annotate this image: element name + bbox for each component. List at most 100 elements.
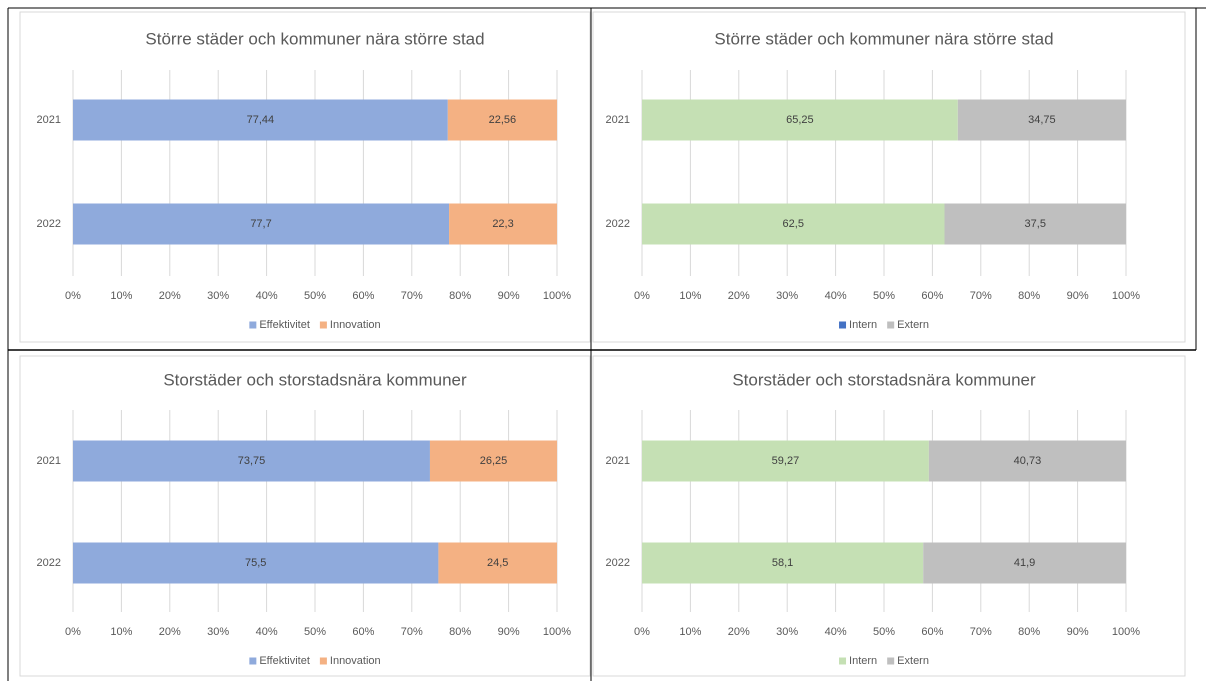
bar-segment xyxy=(944,203,1126,245)
x-tick-label: 70% xyxy=(970,290,992,302)
data-label: 24,5 xyxy=(487,557,508,569)
legend-label: Extern xyxy=(897,655,929,667)
y-tick-label: 2022 xyxy=(606,557,630,569)
chart-title: Större städer och kommuner nära större s… xyxy=(145,29,484,48)
data-label: 73,75 xyxy=(238,455,266,467)
data-label: 22,56 xyxy=(489,114,517,126)
data-label: 58,1 xyxy=(772,557,793,569)
bar-segment xyxy=(438,542,557,584)
chart-title: Storstäder och storstadsnära kommuner xyxy=(732,370,1036,389)
legend-swatch xyxy=(319,321,327,329)
legend-swatch xyxy=(887,657,895,665)
bar-segment xyxy=(73,99,448,141)
panel-border xyxy=(592,11,1186,343)
x-tick-label: 30% xyxy=(776,290,798,302)
data-label: 22,3 xyxy=(492,218,513,230)
legend-label: Innovation xyxy=(330,655,381,667)
x-tick-label: 90% xyxy=(1067,626,1089,638)
x-tick-label: 100% xyxy=(543,290,571,302)
y-tick-label: 2021 xyxy=(37,114,61,126)
x-tick-label: 90% xyxy=(498,290,520,302)
x-tick-label: 20% xyxy=(159,290,181,302)
data-label: 41,9 xyxy=(1014,557,1035,569)
x-tick-label: 40% xyxy=(256,290,278,302)
x-tick-label: 60% xyxy=(921,626,943,638)
bar-segment xyxy=(642,99,958,141)
x-tick-label: 70% xyxy=(970,626,992,638)
x-tick-label: 40% xyxy=(825,626,847,638)
x-tick-label: 80% xyxy=(449,626,471,638)
x-tick-label: 100% xyxy=(1112,626,1140,638)
y-tick-label: 2022 xyxy=(37,218,61,230)
bar-segment xyxy=(449,203,557,245)
x-tick-label: 40% xyxy=(825,290,847,302)
x-tick-label: 90% xyxy=(498,626,520,638)
legend-label: Effektivitet xyxy=(259,655,310,667)
x-tick-label: 0% xyxy=(65,290,81,302)
data-label: 59,27 xyxy=(772,455,800,467)
x-tick-label: 30% xyxy=(207,626,229,638)
bar-segment xyxy=(928,440,1126,482)
legend-swatch xyxy=(249,321,257,329)
x-tick-label: 10% xyxy=(110,290,132,302)
bar-segment xyxy=(73,440,430,482)
data-label: 65,25 xyxy=(786,114,814,126)
data-label: 75,5 xyxy=(245,557,266,569)
panel-border xyxy=(19,355,591,677)
bar-segment xyxy=(957,99,1126,141)
data-label: 77,44 xyxy=(247,114,275,126)
y-tick-label: 2021 xyxy=(606,114,630,126)
chart-title: Storstäder och storstadsnära kommuner xyxy=(163,370,467,389)
data-label: 77,7 xyxy=(250,218,271,230)
x-tick-label: 70% xyxy=(401,626,423,638)
x-tick-label: 10% xyxy=(110,626,132,638)
legend-swatch xyxy=(839,321,847,329)
x-tick-label: 10% xyxy=(679,626,701,638)
x-tick-label: 50% xyxy=(304,626,326,638)
panel-border xyxy=(19,11,591,343)
data-label: 62,5 xyxy=(783,218,804,230)
x-tick-label: 20% xyxy=(159,626,181,638)
bar-segment xyxy=(447,99,557,141)
legend-swatch xyxy=(249,657,257,665)
x-tick-label: 60% xyxy=(352,626,374,638)
x-tick-label: 20% xyxy=(728,626,750,638)
x-tick-label: 80% xyxy=(449,290,471,302)
bar-segment xyxy=(73,203,450,245)
x-tick-label: 80% xyxy=(1018,626,1040,638)
legend-swatch xyxy=(839,657,847,665)
data-label: 34,75 xyxy=(1028,114,1056,126)
y-tick-label: 2022 xyxy=(606,218,630,230)
legend-swatch xyxy=(319,657,327,665)
x-tick-label: 0% xyxy=(634,626,650,638)
bar-segment xyxy=(923,542,1126,584)
data-label: 37,5 xyxy=(1025,218,1046,230)
x-tick-label: 20% xyxy=(728,290,750,302)
x-tick-label: 50% xyxy=(873,290,895,302)
legend-label: Intern xyxy=(849,319,877,331)
data-label: 40,73 xyxy=(1014,455,1042,467)
legend-label: Intern xyxy=(849,655,877,667)
x-tick-label: 60% xyxy=(352,290,374,302)
bar-segment xyxy=(642,542,924,584)
bar-segment xyxy=(429,440,557,482)
bar-segment xyxy=(642,440,929,482)
x-tick-label: 80% xyxy=(1018,290,1040,302)
legend-label: Innovation xyxy=(330,319,381,331)
chart-title: Större städer och kommuner nära större s… xyxy=(714,29,1053,48)
data-label: 26,25 xyxy=(480,455,508,467)
bar-segment xyxy=(642,203,945,245)
x-tick-label: 100% xyxy=(543,626,571,638)
panel-border xyxy=(592,355,1186,677)
bar-segment xyxy=(73,542,439,584)
x-tick-label: 90% xyxy=(1067,290,1089,302)
legend-label: Effektivitet xyxy=(259,319,310,331)
y-tick-label: 2022 xyxy=(37,557,61,569)
y-tick-label: 2021 xyxy=(606,455,630,467)
x-tick-label: 30% xyxy=(207,290,229,302)
legend-label: Extern xyxy=(897,319,929,331)
x-tick-label: 10% xyxy=(679,290,701,302)
x-tick-label: 50% xyxy=(873,626,895,638)
x-tick-label: 0% xyxy=(634,290,650,302)
x-tick-label: 100% xyxy=(1112,290,1140,302)
